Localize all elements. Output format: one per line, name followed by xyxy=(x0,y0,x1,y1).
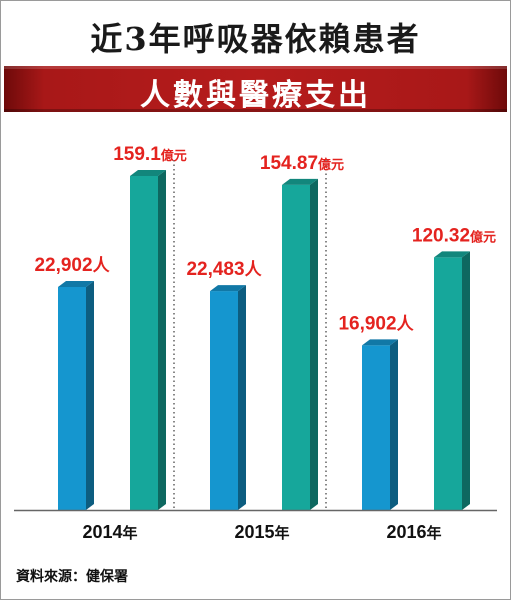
bar-side xyxy=(86,281,94,510)
subtitle-banner xyxy=(4,66,507,112)
bar xyxy=(362,345,390,510)
chart-title: 近3年呼吸器依賴患者 xyxy=(90,20,421,58)
bar-side xyxy=(310,178,318,511)
x-tick-label: 2016年 xyxy=(386,522,441,542)
bar-side xyxy=(238,285,246,510)
bar-top xyxy=(282,178,318,185)
data-source: 資料來源：健保署 xyxy=(16,569,128,585)
x-tick-label: 2014年 xyxy=(82,522,137,542)
data-label: 16,902人 xyxy=(338,313,414,334)
chart-subtitle: 人數與醫療支出 xyxy=(140,78,371,113)
data-label: 22,902人 xyxy=(34,255,110,276)
bar-side xyxy=(390,339,398,510)
bar-side xyxy=(462,251,470,510)
data-label: 154.87億元 xyxy=(260,153,344,174)
bar-side xyxy=(158,170,166,510)
data-label: 120.32億元 xyxy=(412,225,496,246)
bar xyxy=(282,184,310,511)
data-label: 22,483人 xyxy=(186,259,262,280)
bar-top xyxy=(434,251,470,258)
bar-top xyxy=(210,285,246,292)
x-tick-label: 2015年 xyxy=(234,522,289,542)
bar-top xyxy=(58,281,94,287)
bar xyxy=(210,291,238,510)
bar xyxy=(58,287,86,510)
bar xyxy=(130,176,158,510)
bar-top xyxy=(130,170,166,176)
data-label: 159.1億元 xyxy=(113,144,187,165)
bar-top xyxy=(362,339,398,346)
bar xyxy=(434,257,462,510)
